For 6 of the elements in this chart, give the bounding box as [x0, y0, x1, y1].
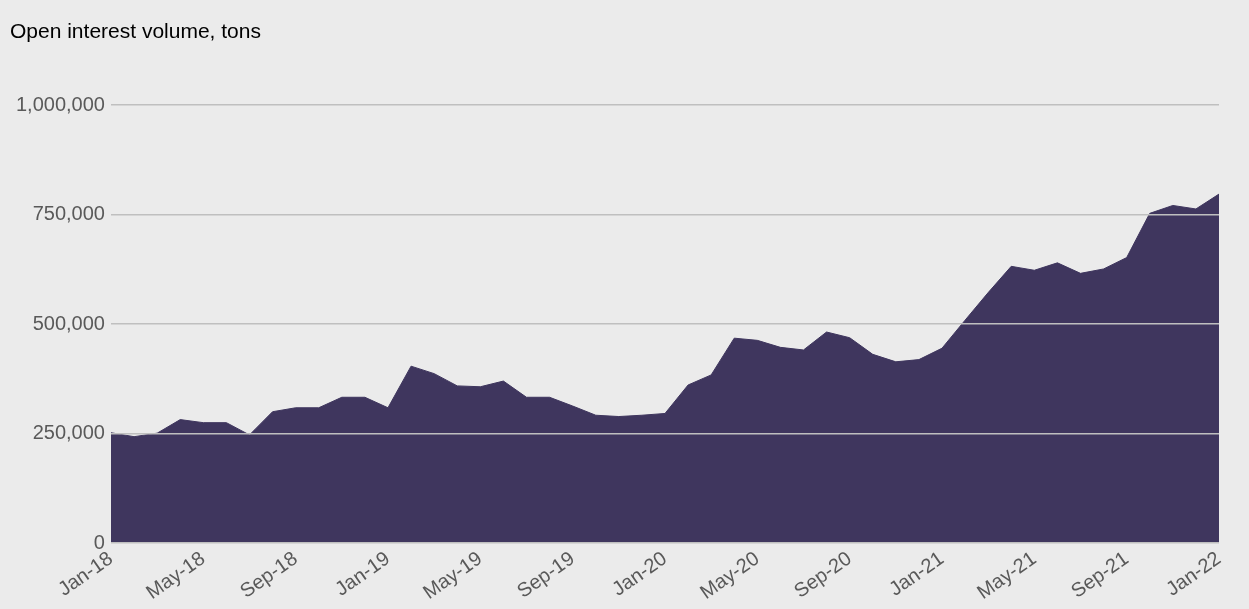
- y-tick-label: 0: [93, 530, 105, 553]
- y-tick-label: 750,000: [32, 202, 105, 225]
- y-tick-label: 250,000: [32, 421, 105, 444]
- y-tick-label: 1,000,000: [15, 92, 105, 115]
- y-tick-label: 500,000: [32, 311, 105, 334]
- chart-title: Open interest volume, tons: [10, 19, 261, 43]
